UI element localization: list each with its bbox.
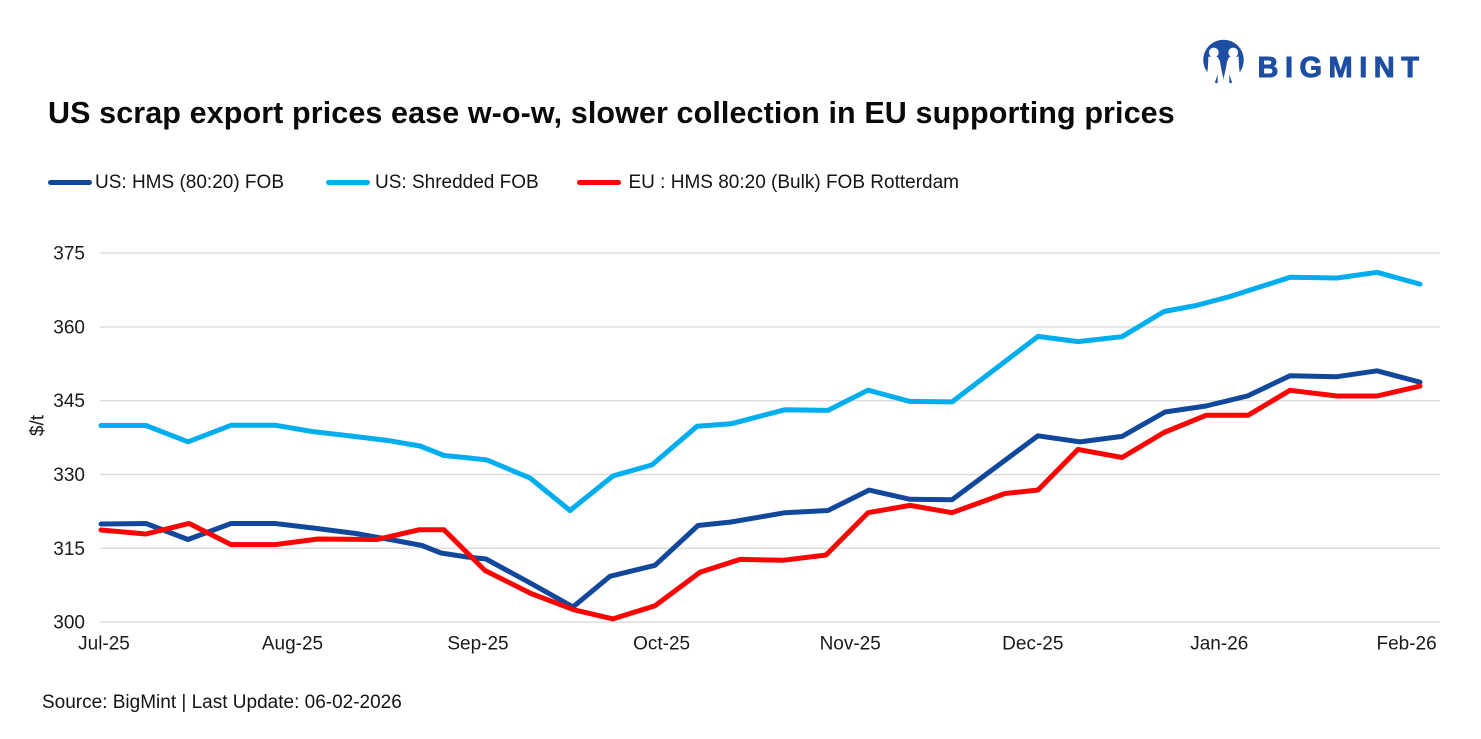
svg-text:360: 360 (53, 317, 85, 338)
svg-text:375: 375 (53, 244, 85, 265)
svg-text:Oct-25: Oct-25 (633, 634, 690, 655)
svg-text:Nov-25: Nov-25 (820, 634, 881, 655)
svg-text:BIGMINT: BIGMINT (1258, 52, 1426, 84)
svg-text:300: 300 (53, 613, 85, 634)
svg-text:Jan-26: Jan-26 (1190, 634, 1248, 655)
svg-text:Feb-26: Feb-26 (1376, 634, 1436, 655)
svg-text:$/t: $/t (28, 414, 49, 436)
svg-text:315: 315 (53, 539, 85, 560)
svg-text:Jul-25: Jul-25 (78, 634, 130, 655)
svg-text:345: 345 (53, 391, 85, 412)
svg-text:Sep-25: Sep-25 (447, 634, 508, 655)
svg-text:330: 330 (53, 465, 85, 486)
svg-text:Dec-25: Dec-25 (1002, 634, 1063, 655)
svg-text:Aug-25: Aug-25 (262, 634, 323, 655)
